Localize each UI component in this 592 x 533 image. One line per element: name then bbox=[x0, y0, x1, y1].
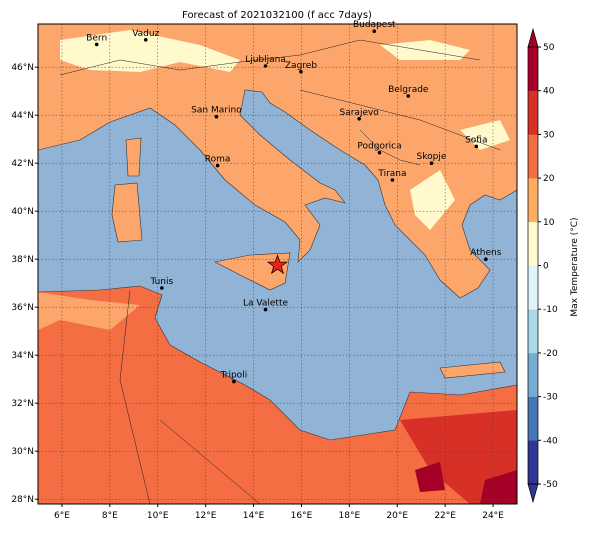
city-dot bbox=[143, 38, 148, 42]
colorbar-swatch bbox=[528, 134, 538, 179]
y-tick-label: 38°N bbox=[11, 255, 34, 265]
city-dot bbox=[406, 94, 411, 98]
y-tick-label: 32°N bbox=[11, 399, 34, 409]
city-label: Vaduz bbox=[132, 29, 159, 39]
africa-coast bbox=[38, 292, 140, 330]
cold-alps bbox=[60, 30, 510, 230]
city-label: Roma bbox=[205, 155, 231, 165]
city-label: Athens bbox=[470, 248, 501, 258]
colorbar-tick-label: 20 bbox=[543, 174, 555, 184]
x-tick-label: 8°E bbox=[102, 511, 118, 521]
colorbar-swatch bbox=[528, 440, 538, 485]
city-label: Sofia bbox=[465, 135, 487, 145]
y-tick-label: 42°N bbox=[11, 159, 34, 169]
colorbar-swatch bbox=[528, 90, 538, 135]
city-dot bbox=[357, 117, 361, 121]
city-label: La Valette bbox=[243, 299, 288, 309]
x-tick-label: 10°E bbox=[147, 511, 169, 521]
city-label: San Marino bbox=[191, 106, 242, 116]
corsica bbox=[125, 137, 142, 177]
x-tick-label: 24°E bbox=[482, 511, 504, 521]
x-tick-label: 20°E bbox=[386, 511, 408, 521]
city-label: Ljubljana bbox=[245, 55, 286, 65]
map-frame bbox=[37, 23, 518, 505]
city-dot bbox=[263, 64, 268, 68]
city-dot bbox=[232, 379, 236, 384]
colorbar-swatch bbox=[528, 47, 538, 91]
x-tick-label: 12°E bbox=[195, 511, 217, 521]
city-dot bbox=[263, 307, 268, 312]
city-label: Sarajevo bbox=[340, 108, 380, 118]
colorbar-tick-label: 30 bbox=[543, 130, 555, 140]
colorbar-tick-label: 50 bbox=[543, 43, 555, 53]
colorbar-tick-label: -30 bbox=[543, 393, 558, 403]
city-dot bbox=[390, 178, 395, 182]
colorbar-top bbox=[527, 27, 539, 48]
y-tick-label: 34°N bbox=[11, 351, 34, 361]
city-label: Bern bbox=[86, 33, 107, 43]
colorbar-tick-label: -20 bbox=[543, 349, 558, 359]
x-tick-label: 16°E bbox=[291, 511, 313, 521]
y-tick-label: 40°N bbox=[11, 207, 34, 217]
map-area bbox=[38, 24, 517, 504]
city-dot bbox=[215, 163, 220, 168]
city-dot bbox=[377, 150, 382, 155]
city-dot bbox=[214, 114, 219, 119]
event-star bbox=[266, 254, 289, 275]
x-tick-label: 22°E bbox=[434, 511, 456, 521]
city-label: Budapest bbox=[353, 20, 396, 30]
y-tick-label: 28°N bbox=[11, 495, 34, 505]
colorbar-swatch bbox=[528, 178, 538, 223]
colorbar-tick-label: -10 bbox=[543, 305, 558, 315]
x-tick-label: 18°E bbox=[339, 511, 361, 521]
y-tick-label: 44°N bbox=[11, 111, 34, 121]
colorbar-swatch bbox=[528, 309, 538, 354]
colorbar-tick-label: -50 bbox=[543, 480, 558, 490]
city-dot bbox=[94, 42, 99, 47]
colorbar-swatch bbox=[528, 265, 538, 310]
colorbar-swatch bbox=[528, 221, 538, 266]
sardinia bbox=[111, 182, 143, 243]
colorbar-tick-label: 40 bbox=[543, 87, 555, 97]
colorbar-label: Max Temperature (°C) bbox=[570, 217, 580, 316]
city-label: Skopje bbox=[417, 152, 447, 162]
city-dot bbox=[429, 161, 434, 165]
city-label: Tripoli bbox=[220, 371, 248, 381]
x-tick-label: 6°E bbox=[54, 511, 70, 521]
city-dot bbox=[474, 144, 479, 149]
colorbar-tick-label: -40 bbox=[543, 436, 558, 446]
city-label: Zagreb bbox=[285, 61, 317, 71]
city-label: Belgrade bbox=[388, 85, 429, 95]
y-tick-label: 30°N bbox=[11, 447, 34, 457]
city-dot bbox=[160, 286, 164, 290]
very-hot-zone bbox=[415, 462, 517, 504]
city-label: Tunis bbox=[149, 277, 173, 287]
colorbar-swatch bbox=[528, 352, 538, 397]
city-dot bbox=[372, 29, 377, 33]
y-tick-label: 36°N bbox=[11, 303, 34, 313]
colorbar-tick-label: 10 bbox=[543, 218, 555, 228]
crete bbox=[439, 361, 506, 379]
colorbar-tick-label: 0 bbox=[543, 262, 549, 272]
colorbar-bottom bbox=[527, 483, 539, 504]
x-tick-label: 14°E bbox=[243, 511, 265, 521]
title: Forecast of 2021032100 (f acc 7days) bbox=[182, 10, 372, 21]
city-dot bbox=[299, 69, 303, 74]
colorbar-swatch bbox=[528, 396, 538, 441]
city-label: Podgorica bbox=[357, 142, 401, 152]
city-label: Tirana bbox=[377, 169, 406, 179]
y-tick-label: 46°N bbox=[11, 63, 34, 73]
city-dot bbox=[484, 257, 488, 262]
